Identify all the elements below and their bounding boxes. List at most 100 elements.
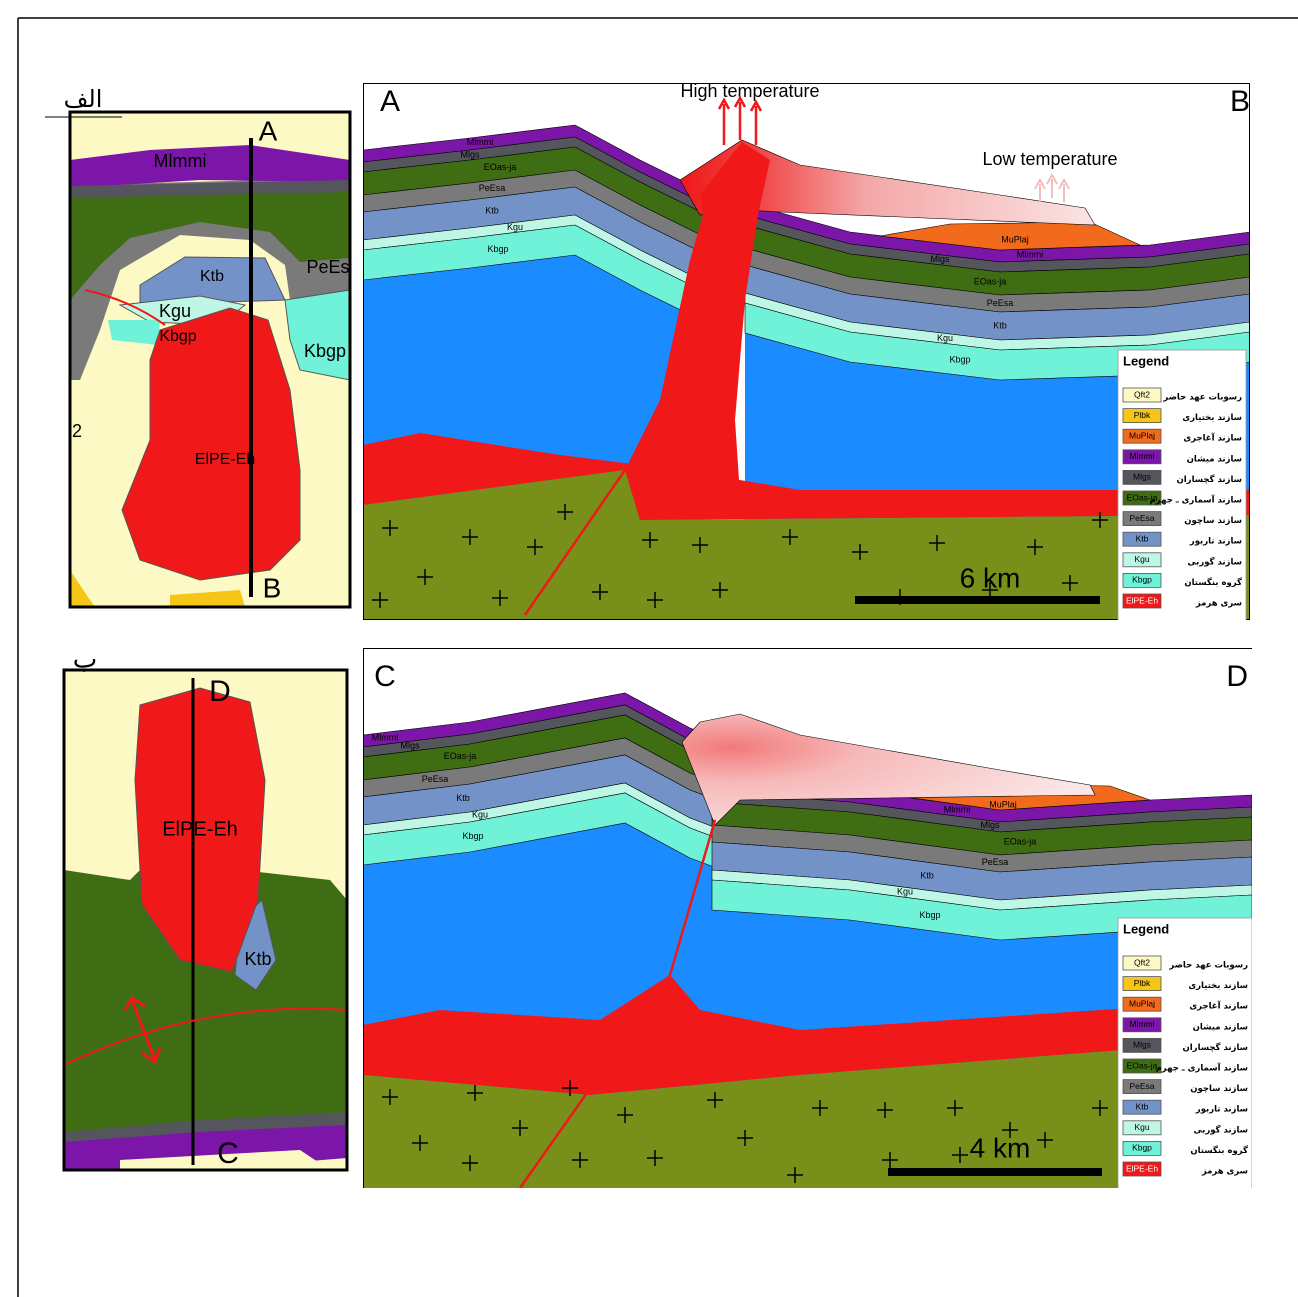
label: Mlmmi [1017, 249, 1044, 259]
label: Qft2 [1134, 957, 1150, 967]
label: PeEsa [987, 298, 1014, 308]
label: سازند گچساران [1177, 474, 1242, 485]
label: Plbk [1134, 410, 1151, 420]
label: سازند گچساران [1183, 1042, 1248, 1053]
label: Kgu [507, 222, 523, 232]
label: EOas-ja [444, 751, 477, 761]
label: Mlgs [460, 149, 480, 159]
label: EOas-ja [1004, 837, 1037, 847]
label: Mlgs [1133, 1040, 1151, 1050]
label: سازند ساچون [1184, 516, 1242, 526]
label: ElPE-Eh [1126, 595, 1158, 605]
label: سازند آسماری ـ جهرم [1150, 494, 1242, 506]
label: Mlgs [1133, 472, 1151, 482]
label: رسوبات عهد حاضر [1168, 961, 1248, 971]
label: Plbk [1134, 978, 1151, 988]
label: Ktb [993, 320, 1007, 330]
label: ElPE-Eh [195, 451, 255, 468]
label: سازند آغاجری [1183, 432, 1242, 444]
label: MuPlaj [1001, 234, 1029, 244]
label: Ktb [456, 793, 470, 803]
label: PeEsa [479, 183, 506, 193]
label: ElPE-Eh [1126, 1163, 1158, 1173]
label: سازند میشان [1187, 454, 1242, 464]
label: Kbgp [304, 341, 346, 361]
label: Mlgs [400, 741, 420, 751]
label: EOas-ja [484, 162, 517, 172]
label: Kbgp [1132, 1143, 1152, 1153]
label: سازند میشان [1193, 1022, 1248, 1032]
label: 4 km [970, 1132, 1031, 1163]
label: سازند ساچون [1190, 1084, 1248, 1094]
label: سری هرمز [1201, 1167, 1248, 1177]
label: Kgu [159, 301, 191, 321]
map-b [64, 670, 347, 1170]
label: Ktb [244, 949, 271, 969]
label: High temperature [680, 81, 819, 101]
label: C [374, 660, 396, 693]
label: PeEsa [1129, 1081, 1154, 1091]
label: سری هرمز [1195, 599, 1242, 609]
label: Mlmmi [944, 805, 971, 815]
label: 2 [72, 421, 82, 441]
label: Kbgp [487, 244, 508, 254]
label: B [1230, 85, 1250, 118]
label: A [380, 85, 400, 118]
label: A [259, 115, 278, 146]
label: Ktb [200, 268, 224, 285]
label: 6 km [960, 562, 1021, 593]
section-b: MlmmiMlgsEOas-jaPeEsaKtbKguKbgpMuPlajMlm… [363, 648, 1252, 1193]
label: D [1226, 660, 1248, 693]
label: Kbgp [159, 328, 196, 345]
label: Ktb [920, 871, 934, 881]
label: Mlmmi [467, 137, 494, 147]
label: Kbgp [462, 831, 483, 841]
label: Legend [1123, 921, 1169, 936]
label: PeEsa [1129, 513, 1154, 523]
label: Kgu [897, 887, 913, 897]
label: ElPE-Eh [162, 818, 238, 840]
label: سازند آسماری ـ جهرم [1156, 1062, 1248, 1074]
label: رسوبات عهد حاضر [1162, 393, 1242, 403]
label: سازند تاربور [1189, 537, 1242, 547]
label: PeEsa [422, 774, 449, 784]
label: سازند گوربی [1194, 1124, 1248, 1135]
label: D [209, 675, 231, 708]
label: سازند گوربی [1188, 556, 1242, 567]
label: MuPlaj [1129, 430, 1155, 440]
label: Legend [1123, 353, 1169, 368]
label: Ktb [1136, 533, 1149, 543]
label: EOas-ja [974, 277, 1007, 287]
label: EOas-ja [1127, 1060, 1158, 1070]
figure: MlmmiMlgsEOas-jaPeEsaKtbKguKbgpMuPlajMlm… [0, 0, 1298, 1297]
label: Qft2 [1134, 389, 1150, 399]
label: Mlmmi [154, 151, 207, 171]
label: Mlgs [980, 820, 1000, 830]
label: Ktb [485, 206, 499, 216]
label: MuPlaj [1129, 998, 1155, 1008]
label: Kgu [1134, 554, 1149, 564]
label: C [217, 1137, 239, 1170]
label: ب [73, 645, 97, 675]
label: PeEs [306, 257, 349, 277]
label: Kgu [1134, 1122, 1149, 1132]
label: سازند بختیاری [1188, 981, 1248, 991]
label: الف [64, 85, 103, 113]
label: سازند تاربور [1195, 1105, 1248, 1115]
label: سازند آغاجری [1189, 1000, 1248, 1012]
label: گروه بنگستان [1190, 1145, 1248, 1156]
label: سازند بختیاری [1182, 413, 1242, 423]
page: MlmmiMlgsEOas-jaPeEsaKtbKguKbgpMuPlajMlm… [0, 0, 1298, 1297]
label: Kbgp [949, 355, 970, 365]
label: Low temperature [982, 149, 1117, 169]
label: Mlmmi [1129, 451, 1154, 461]
label: PeEsa [982, 857, 1009, 867]
label: Kbgp [919, 910, 940, 920]
label: Mlmmi [372, 733, 399, 743]
label: گروه بنگستان [1184, 577, 1242, 588]
label: Kgu [937, 333, 953, 343]
label: Kgu [472, 810, 488, 820]
label: Ktb [1136, 1101, 1149, 1111]
label: B [263, 572, 282, 603]
label: Mlmmi [1129, 1019, 1154, 1029]
